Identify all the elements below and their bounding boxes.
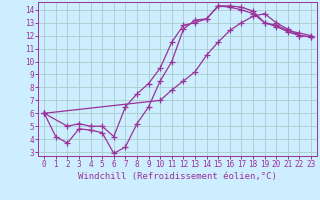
X-axis label: Windchill (Refroidissement éolien,°C): Windchill (Refroidissement éolien,°C) — [78, 172, 277, 181]
